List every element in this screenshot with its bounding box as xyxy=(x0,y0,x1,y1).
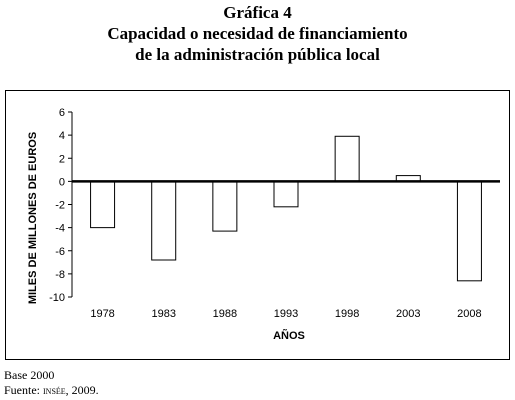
y-tick-label: -4 xyxy=(55,223,65,235)
bar-1998 xyxy=(334,135,360,182)
y-tick-label: -6 xyxy=(55,246,65,258)
base-note: Base 2000 xyxy=(4,368,55,382)
y-tick-label: 0 xyxy=(59,176,65,188)
bar-1993 xyxy=(273,180,299,208)
y-tick-label: 2 xyxy=(59,153,65,165)
x-tick-label: 2003 xyxy=(396,308,420,320)
x-tick-label: 1983 xyxy=(151,308,175,320)
y-tick-label: 6 xyxy=(59,107,65,119)
x-tick-label: 1993 xyxy=(274,308,298,320)
bar-chart: 6 4 2 0 -2 -4 -6 -8 -10 1978 1983 1988 1993 1998 2003 2… xyxy=(27,107,500,342)
bar-1978 xyxy=(90,180,116,229)
y-tick-label: 4 xyxy=(59,130,65,142)
chart-title-line-2: Capacidad o necesidad de financiamiento xyxy=(107,24,408,43)
chart-title-line-1: Gráfica 4 xyxy=(223,3,292,22)
source-prefix: Fuente: xyxy=(4,383,43,397)
x-tick-label: 1988 xyxy=(213,308,237,320)
y-axis-label: MILES DE MILLONES DE EUROS xyxy=(27,132,39,304)
y-tick-label: -10 xyxy=(49,292,65,304)
x-tick-label: 1978 xyxy=(90,308,114,320)
chart-title-line-3: de la administración pública local xyxy=(135,45,380,64)
chart-frame: 6 4 2 0 -2 -4 -6 -8 -10 1978 1983 1988 1993 1998 2003 2… xyxy=(5,90,510,360)
chart-title-block: Gráfica 4 Capacidad o necesidad de finan… xyxy=(0,2,515,65)
x-tick-label: 1998 xyxy=(335,308,359,320)
bar-1983 xyxy=(151,180,177,261)
x-axis-label: AÑOS xyxy=(273,329,305,342)
source-suffix: , 2009. xyxy=(65,383,99,397)
bar-1988 xyxy=(212,180,238,232)
source-name: insée xyxy=(43,383,66,397)
source-note: Fuente: insée, 2009. xyxy=(4,383,99,397)
bar-2008 xyxy=(456,180,482,282)
y-tick-label: -2 xyxy=(55,200,65,212)
x-tick-label: 2008 xyxy=(457,308,481,320)
y-tick-label: -8 xyxy=(55,269,65,281)
